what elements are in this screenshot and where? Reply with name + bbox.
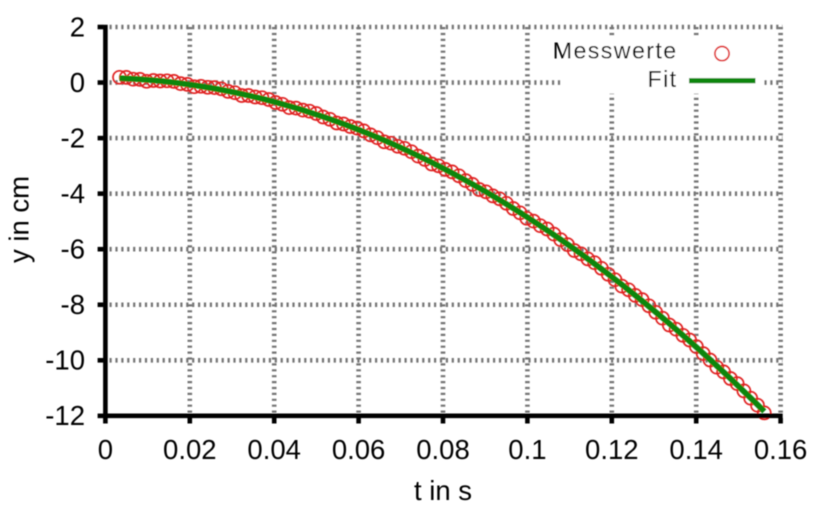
svg-text:y in cm: y in cm [4, 176, 35, 263]
svg-text:0.14: 0.14 [669, 434, 723, 465]
svg-text:Fit: Fit [648, 66, 678, 92]
svg-text:t in s: t in s [414, 475, 472, 506]
svg-text:-8: -8 [61, 289, 85, 320]
svg-text:0.1: 0.1 [508, 434, 546, 465]
svg-text:-12: -12 [45, 400, 85, 431]
svg-text:0.08: 0.08 [416, 434, 470, 465]
svg-text:0.02: 0.02 [163, 434, 217, 465]
svg-text:0.04: 0.04 [247, 434, 301, 465]
svg-text:-10: -10 [45, 345, 85, 376]
svg-text:-4: -4 [61, 178, 85, 209]
svg-text:0.06: 0.06 [332, 434, 386, 465]
svg-text:2: 2 [70, 11, 85, 42]
svg-text:-2: -2 [61, 122, 85, 153]
svg-text:Messwerte: Messwerte [553, 38, 678, 64]
svg-text:0.16: 0.16 [754, 434, 808, 465]
svg-text:0: 0 [98, 434, 113, 465]
svg-text:0.12: 0.12 [585, 434, 639, 465]
svg-text:-6: -6 [61, 234, 85, 265]
svg-text:0: 0 [70, 67, 85, 98]
